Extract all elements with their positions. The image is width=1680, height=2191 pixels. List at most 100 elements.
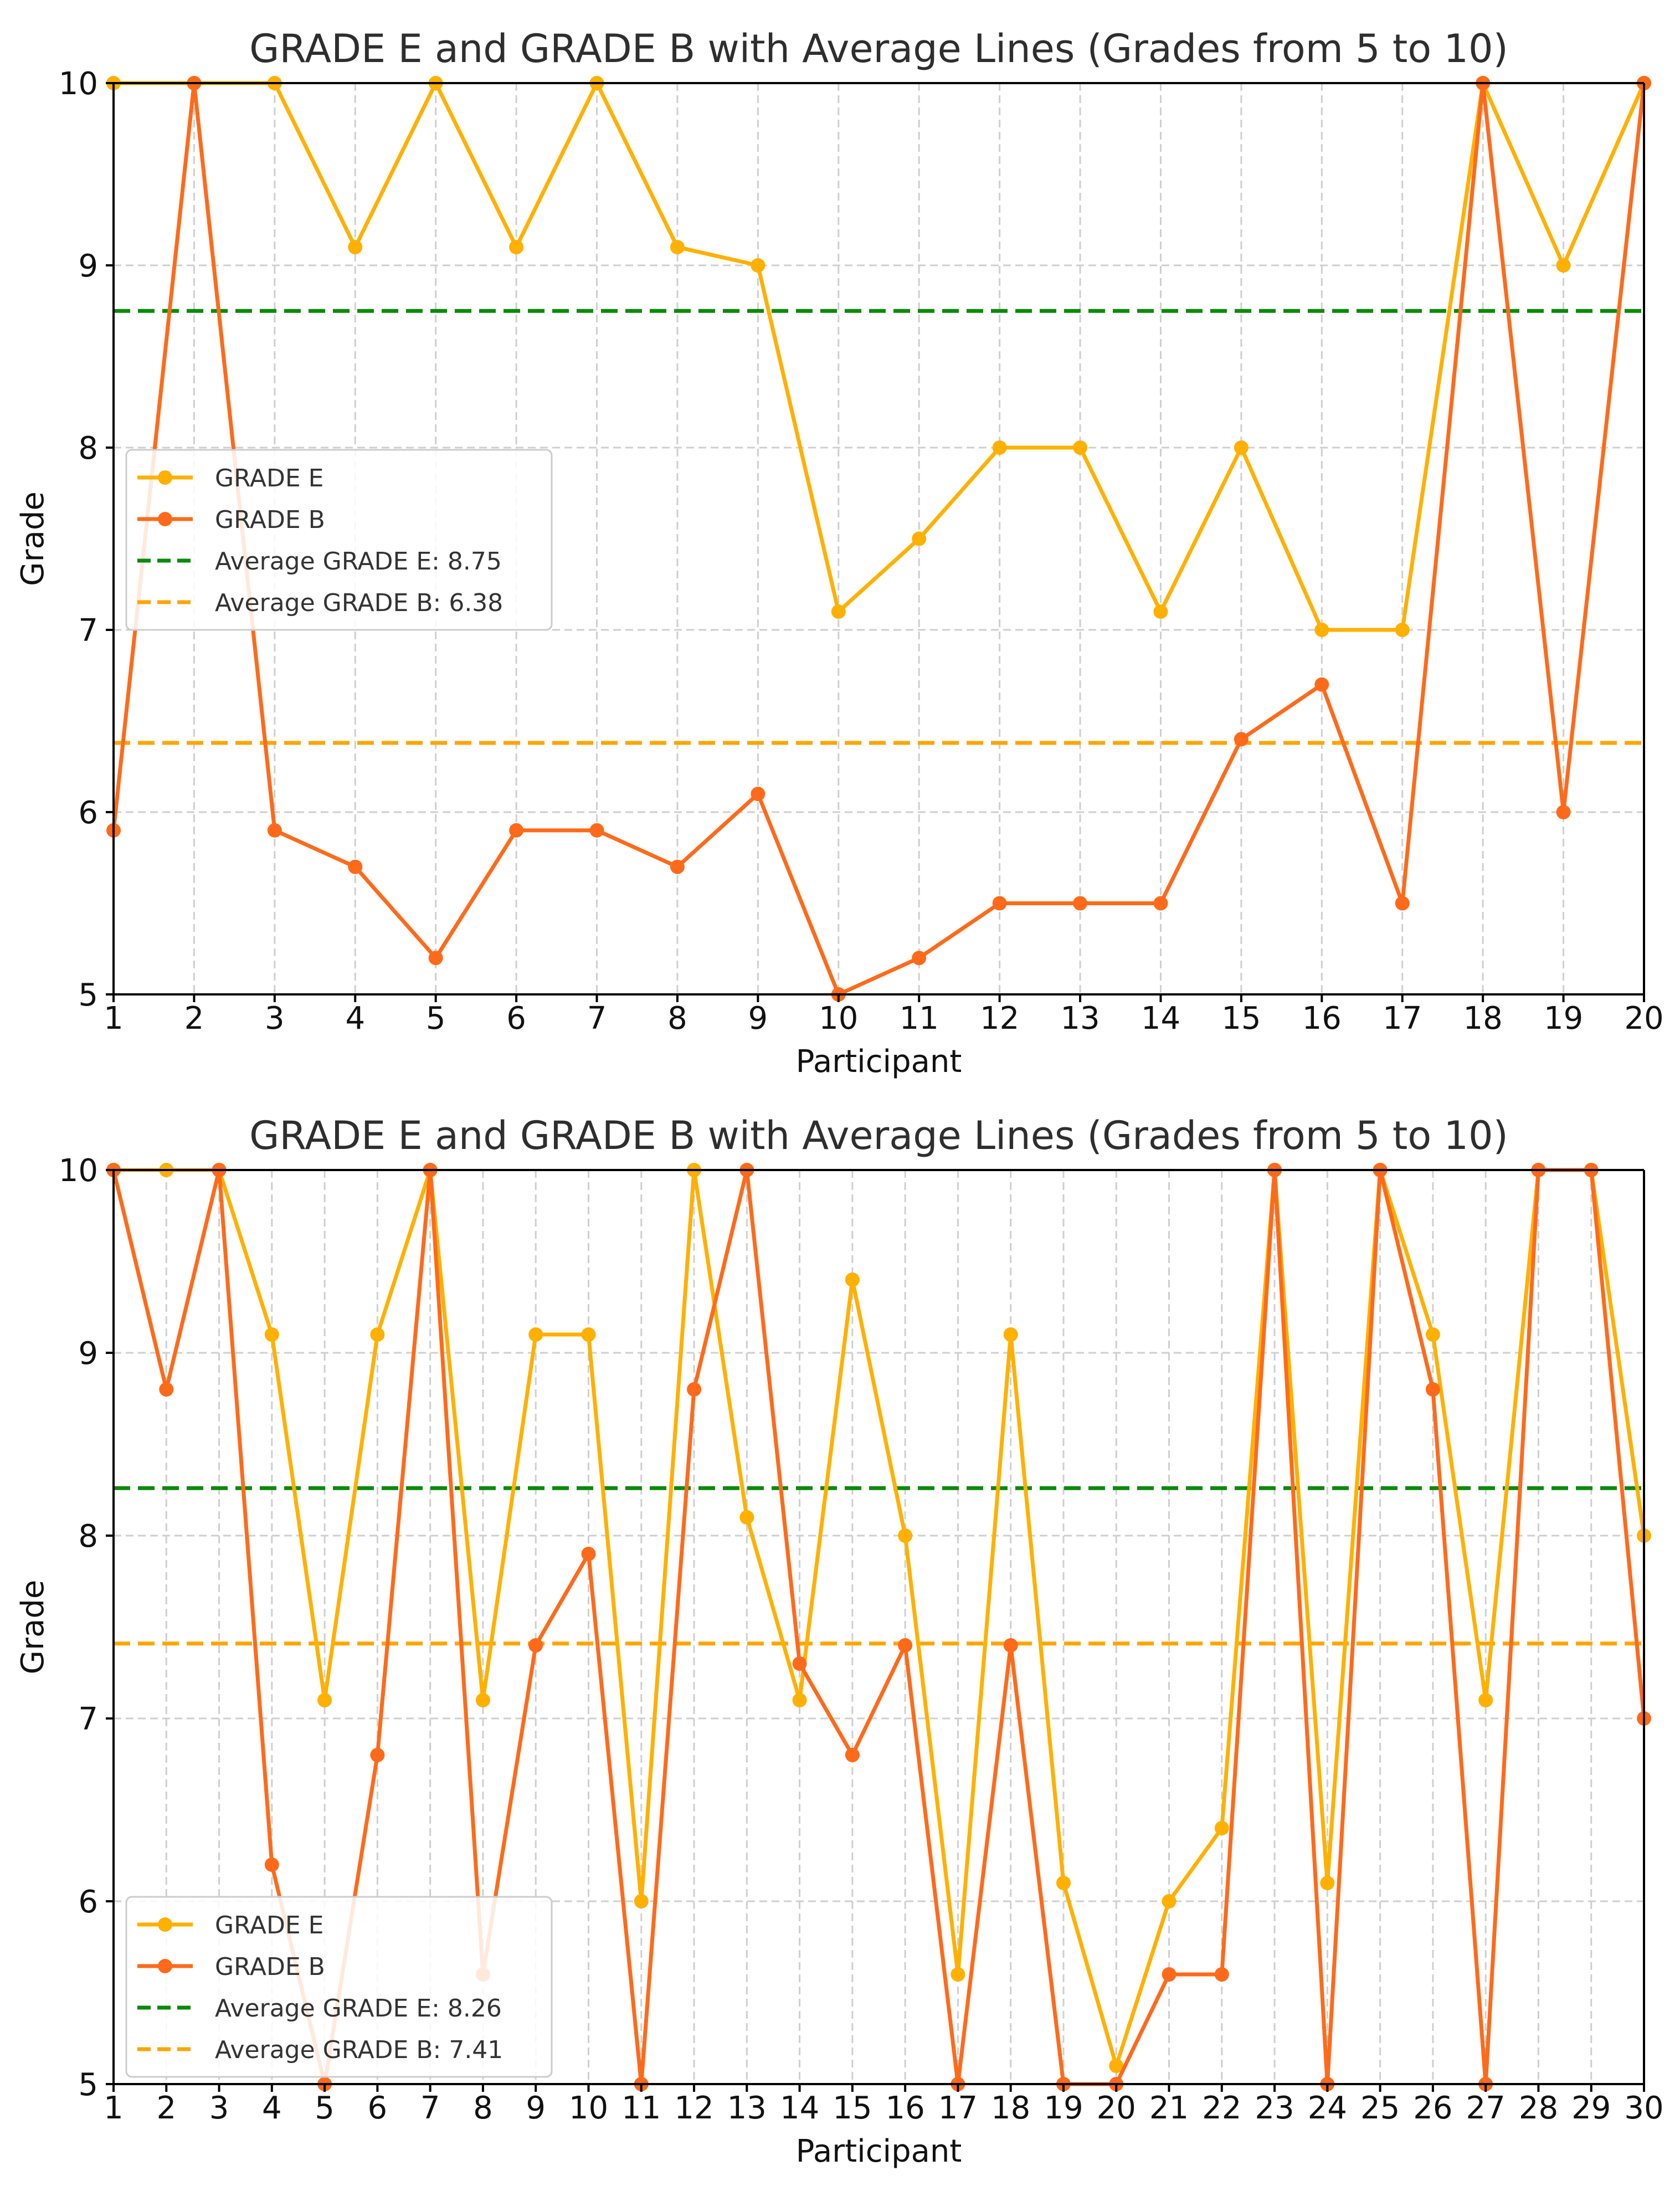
point-grade-b [159, 1382, 174, 1397]
chart-1: GRADE E and GRADE B with Average Lines (… [15, 26, 1664, 1080]
x-tick-label: 10 [819, 1000, 858, 1037]
grid [112, 1169, 1645, 2085]
point-grade-e [1056, 1876, 1071, 1890]
point-grade-b [509, 823, 524, 838]
x-tick-label: 28 [1519, 2090, 1558, 2126]
point-grade-e [912, 531, 927, 546]
point-grade-e [475, 1693, 490, 1707]
point-grade-e [951, 1967, 965, 1982]
x-tick-label: 25 [1360, 2090, 1400, 2126]
y-axis-label: Grade [15, 1580, 51, 1675]
x-tick-label: 5 [426, 1000, 446, 1037]
point-grade-b [581, 1547, 596, 1561]
x-tick-label: 13 [727, 2090, 767, 2126]
x-tick-label: 11 [900, 1000, 939, 1037]
point-grade-b [428, 951, 443, 966]
point-grade-e [317, 1693, 332, 1707]
point-grade-e [1314, 623, 1329, 637]
legend-label: GRADE E [215, 1911, 323, 1939]
x-tick-label: 1 [104, 1000, 124, 1037]
x-tick-label: 6 [368, 2090, 388, 2126]
y-tick-label: 8 [78, 1518, 98, 1554]
point-grade-b [1395, 896, 1410, 911]
series-line-grade-b [111, 1168, 1646, 2086]
point-grade-b [1073, 896, 1088, 911]
y-tick-label: 10 [59, 66, 98, 102]
point-grade-e [1478, 1693, 1493, 1707]
point-grade-e [1073, 440, 1088, 455]
x-tick-label: 15 [833, 2090, 872, 2126]
y-tick-label: 7 [78, 1701, 98, 1737]
x-tick-label: 3 [265, 1000, 285, 1037]
x-tick-label: 14 [1141, 1000, 1180, 1037]
x-tick-label: 9 [526, 2090, 546, 2126]
point-grade-b [898, 1638, 913, 1653]
series-line-grade-e [114, 81, 1646, 632]
point-grade-e [1320, 1876, 1335, 1890]
point-grade-b [1003, 1638, 1018, 1653]
point-grade-b [1214, 1967, 1229, 1982]
x-tick-label: 8 [667, 1000, 687, 1037]
point-grade-b [1234, 732, 1249, 747]
x-tick-label: 7 [420, 2090, 440, 2126]
point-grade-b [348, 859, 363, 874]
point-grade-b [528, 1638, 543, 1653]
y-tick-label: 7 [78, 613, 98, 649]
y-tick-label: 5 [78, 2067, 98, 2103]
x-tick-label: 12 [980, 1000, 1019, 1037]
point-grade-b [845, 1748, 860, 1762]
point-grade-e [1395, 623, 1410, 637]
x-tick-label: 15 [1221, 1000, 1261, 1037]
point-grade-b [670, 859, 685, 874]
legend-label: Average GRADE E: 8.75 [215, 547, 502, 576]
y-axis-label: Grade [15, 491, 51, 586]
point-grade-b [792, 1656, 807, 1671]
x-tick-label: 30 [1624, 2090, 1663, 2126]
x-tick-label: 21 [1149, 2090, 1189, 2126]
point-grade-e [264, 1327, 279, 1342]
point-grade-e [1003, 1327, 1018, 1342]
point-grade-e [509, 240, 524, 255]
point-grade-e [751, 258, 765, 273]
point-grade-b [687, 1382, 702, 1397]
legend-box [125, 1896, 553, 2078]
point-grade-e [1153, 604, 1168, 619]
x-tick-label: 16 [886, 2090, 925, 2126]
x-tick-label: 10 [569, 2090, 608, 2126]
x-tick-label: 18 [1463, 1000, 1503, 1037]
legend-swatch-marker [158, 512, 172, 526]
point-grade-e [831, 604, 846, 619]
grid [112, 82, 1645, 996]
legend-label: Average GRADE B: 6.38 [215, 589, 503, 617]
x-tick-label: 11 [621, 2090, 661, 2126]
x-tick-label: 14 [780, 2090, 819, 2126]
point-grade-e [1109, 2059, 1124, 2073]
x-tick-label: 2 [156, 2090, 176, 2126]
x-tick-label: 2 [184, 1000, 204, 1037]
y-tick-label: 6 [78, 1884, 98, 1920]
x-tick-label: 4 [345, 1000, 365, 1037]
y-tick-label: 5 [78, 977, 98, 1013]
x-tick-label: 18 [991, 2090, 1030, 2126]
point-grade-e [634, 1894, 649, 1908]
point-grade-b [992, 896, 1007, 911]
x-tick-label: 19 [1544, 1000, 1583, 1037]
x-tick-label: 23 [1255, 2090, 1294, 2126]
y-tick-label: 9 [78, 1336, 98, 1372]
point-grade-e [792, 1693, 807, 1707]
legend-label: Average GRADE B: 7.41 [215, 2036, 503, 2064]
point-grade-b [1153, 896, 1168, 911]
point-grade-e [1162, 1894, 1176, 1908]
x-tick-label: 4 [262, 2090, 282, 2126]
x-tick-label: 19 [1044, 2090, 1083, 2126]
legend-swatch-marker [158, 1959, 172, 1973]
x-axis-label: Participant [796, 2133, 962, 2169]
point-grade-b [1314, 677, 1329, 692]
chart-title: GRADE E and GRADE B with Average Lines (… [249, 1113, 1508, 1158]
x-tick-label: 12 [674, 2090, 713, 2126]
x-tick-label: 29 [1571, 2090, 1611, 2126]
point-grade-e [1234, 440, 1249, 455]
x-tick-label: 7 [587, 1000, 607, 1037]
chart-title: GRADE E and GRADE B with Average Lines (… [249, 26, 1508, 71]
point-grade-b [264, 1858, 279, 1872]
